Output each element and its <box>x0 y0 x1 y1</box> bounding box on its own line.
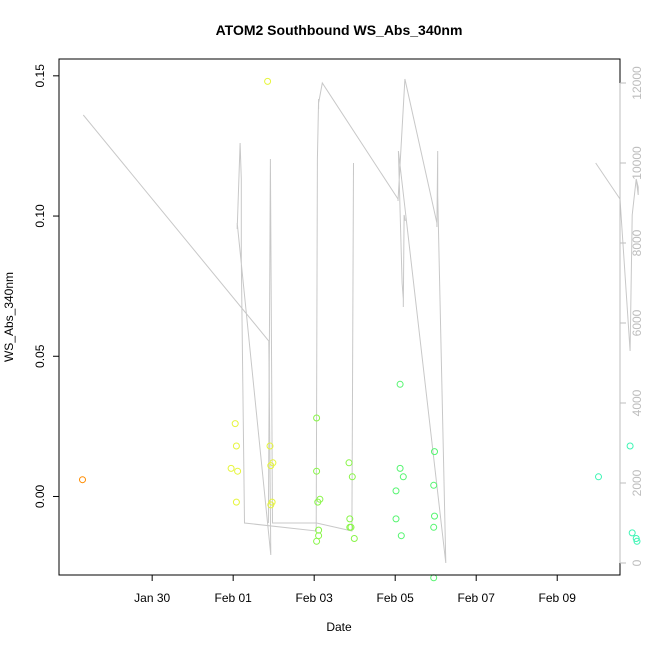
data-point-23 <box>347 523 355 531</box>
y-axis-left: 0.00 0.05 0.10 0.15 <box>33 64 60 508</box>
x-tick-label-4: Feb 07 <box>458 591 496 605</box>
data-point-28 <box>392 487 400 495</box>
data-point-0 <box>79 476 86 484</box>
y2-tick-label-6: 12000 <box>630 66 644 100</box>
y2-tick-label-1: 2000 <box>630 469 644 496</box>
data-point-9 <box>269 459 277 467</box>
y-tick-label-3: 0.15 <box>33 64 47 88</box>
y2-tick-label-2: 4000 <box>630 389 644 416</box>
data-point-1 <box>227 464 235 472</box>
y2-tick-label-0: 0 <box>630 559 644 566</box>
right-axis-line-series <box>82 78 639 564</box>
y-tick-label-1: 0.05 <box>33 344 47 368</box>
data-point-27 <box>399 473 407 481</box>
data-point-29 <box>392 515 400 523</box>
data-point-30 <box>397 532 405 540</box>
data-point-32 <box>430 481 438 489</box>
data-point-21 <box>346 515 354 523</box>
data-point-34 <box>430 523 438 531</box>
plot-frame <box>58 58 621 576</box>
line-segment-2 <box>267 158 354 532</box>
x-tick-label-0: Jan 30 <box>134 591 170 605</box>
y2-tick-label-4: 8000 <box>630 229 644 256</box>
x-tick-label-2: Feb 03 <box>296 591 334 605</box>
data-point-38 <box>628 529 636 537</box>
data-point-35 <box>430 574 438 582</box>
data-point-37 <box>626 442 634 450</box>
data-point-12 <box>313 414 321 422</box>
y-tick-label-2: 0.10 <box>33 204 47 228</box>
line-segment-1 <box>595 162 639 352</box>
y-tick-label-0: 0.00 <box>33 484 47 508</box>
line-segment-0 <box>82 78 447 564</box>
y-axis-label: WS_Abs_340nm <box>2 272 16 362</box>
data-point-40 <box>633 537 641 545</box>
data-point-2 <box>231 420 239 428</box>
data-point-19 <box>345 459 353 467</box>
data-point-18 <box>313 537 321 545</box>
data-point-4 <box>234 467 242 475</box>
data-point-25 <box>396 380 404 388</box>
y2-tick-label-3: 6000 <box>630 309 644 336</box>
data-point-26 <box>396 464 404 472</box>
data-point-3 <box>232 442 240 450</box>
y-axis-right: 0 2000 4000 6000 8000 10000 12000 <box>619 66 644 566</box>
x-axis-label: Date <box>326 620 352 634</box>
data-point-5 <box>232 498 240 506</box>
chart-title: ATOM2 Southbound WS_Abs_340nm <box>216 22 463 38</box>
data-point-33 <box>431 512 438 520</box>
data-point-20 <box>348 473 356 481</box>
data-point-13 <box>313 467 321 475</box>
data-point-11 <box>268 498 276 506</box>
x-tick-label-3: Feb 05 <box>377 591 415 605</box>
x-axis: Jan 30 Feb 01 Feb 03 Feb 05 Feb 07 Feb 09 <box>134 574 577 605</box>
data-point-36 <box>595 473 602 481</box>
x-tick-label-5: Feb 09 <box>539 591 577 605</box>
data-point-15 <box>316 495 324 503</box>
data-point-6 <box>264 77 272 85</box>
data-point-39 <box>632 535 640 542</box>
data-point-7 <box>266 442 274 450</box>
data-points <box>79 77 641 582</box>
data-point-31 <box>431 448 438 456</box>
x-tick-label-1: Feb 01 <box>214 591 252 605</box>
data-point-17 <box>315 532 323 540</box>
data-point-24 <box>350 535 358 542</box>
y2-tick-label-5: 10000 <box>630 146 644 180</box>
